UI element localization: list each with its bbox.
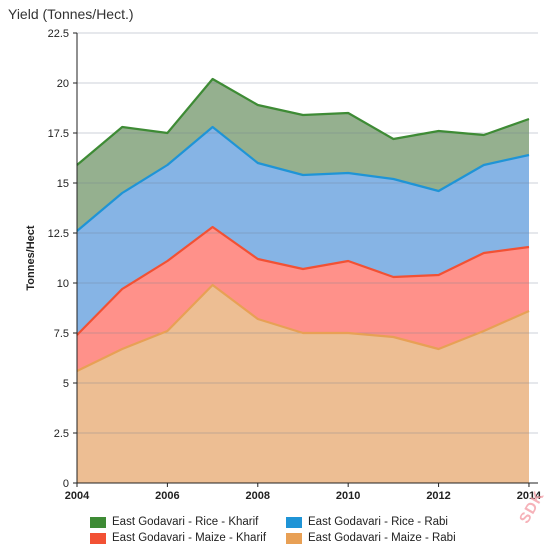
legend-label-0: East Godavari - Rice - Kharif (112, 516, 259, 528)
x-tick-label-2: 2008 (246, 490, 270, 502)
legend-label-1: East Godavari - Rice - Rabi (308, 516, 448, 528)
legend-swatch-3 (286, 532, 302, 544)
series-line-2 (76, 125, 530, 232)
area-0 (77, 285, 529, 483)
legend-swatch-0 (90, 516, 106, 528)
y-tick-label-2: 5 (63, 378, 69, 390)
x-tick-label-5: 2014 (517, 490, 542, 502)
chart-title: Yield (Tonnes/Hect.) (8, 6, 134, 22)
area-2 (77, 127, 529, 335)
y-tick-label-1: 2.5 (54, 428, 69, 440)
x-tick-label-3: 2010 (336, 490, 360, 502)
legend-item-2: East Godavari - Maize - Kharif (90, 532, 286, 544)
series-line-3 (76, 77, 530, 166)
area-1 (77, 227, 529, 371)
legend-item-0: East Godavari - Rice - Kharif (90, 516, 286, 528)
legend-swatch-1 (286, 516, 302, 528)
y-tick-label-6: 15 (57, 178, 69, 190)
y-tick-label-4: 10 (57, 278, 69, 290)
stacked-area-chart: 0 2.5 5 7.5 10 12.5 15 17.5 20 22.5 2004 2006 2008 20… (25, 28, 542, 502)
y-tick-label-0: 0 (63, 478, 69, 490)
series-line-1 (76, 225, 530, 336)
series-line-0 (76, 283, 530, 372)
y-tick-label-9: 22.5 (48, 28, 69, 40)
legend-item-1: East Godavari - Rice - Rabi (286, 516, 486, 528)
x-tick-label-1: 2006 (155, 490, 179, 502)
x-tick-label-0: 2004 (65, 490, 90, 502)
legend-label-3: East Godavari - Maize - Rabi (308, 532, 456, 544)
x-tick-label-4: 2012 (426, 490, 450, 502)
y-tick-label-8: 20 (57, 78, 69, 90)
area-3 (77, 79, 529, 231)
y-tick-label-3: 7.5 (54, 328, 69, 340)
y-tick-label-7: 17.5 (48, 128, 69, 140)
legend-item-3: East Godavari - Maize - Rabi (286, 532, 486, 544)
legend-label-2: East Godavari - Maize - Kharif (112, 532, 267, 544)
legend-swatch-2 (90, 532, 106, 544)
chart-legend: East Godavari - Rice - Kharif East Godava… (90, 516, 486, 544)
y-axis-label: Tonnes/Hect (25, 225, 37, 291)
y-tick-label-5: 12.5 (48, 228, 69, 240)
